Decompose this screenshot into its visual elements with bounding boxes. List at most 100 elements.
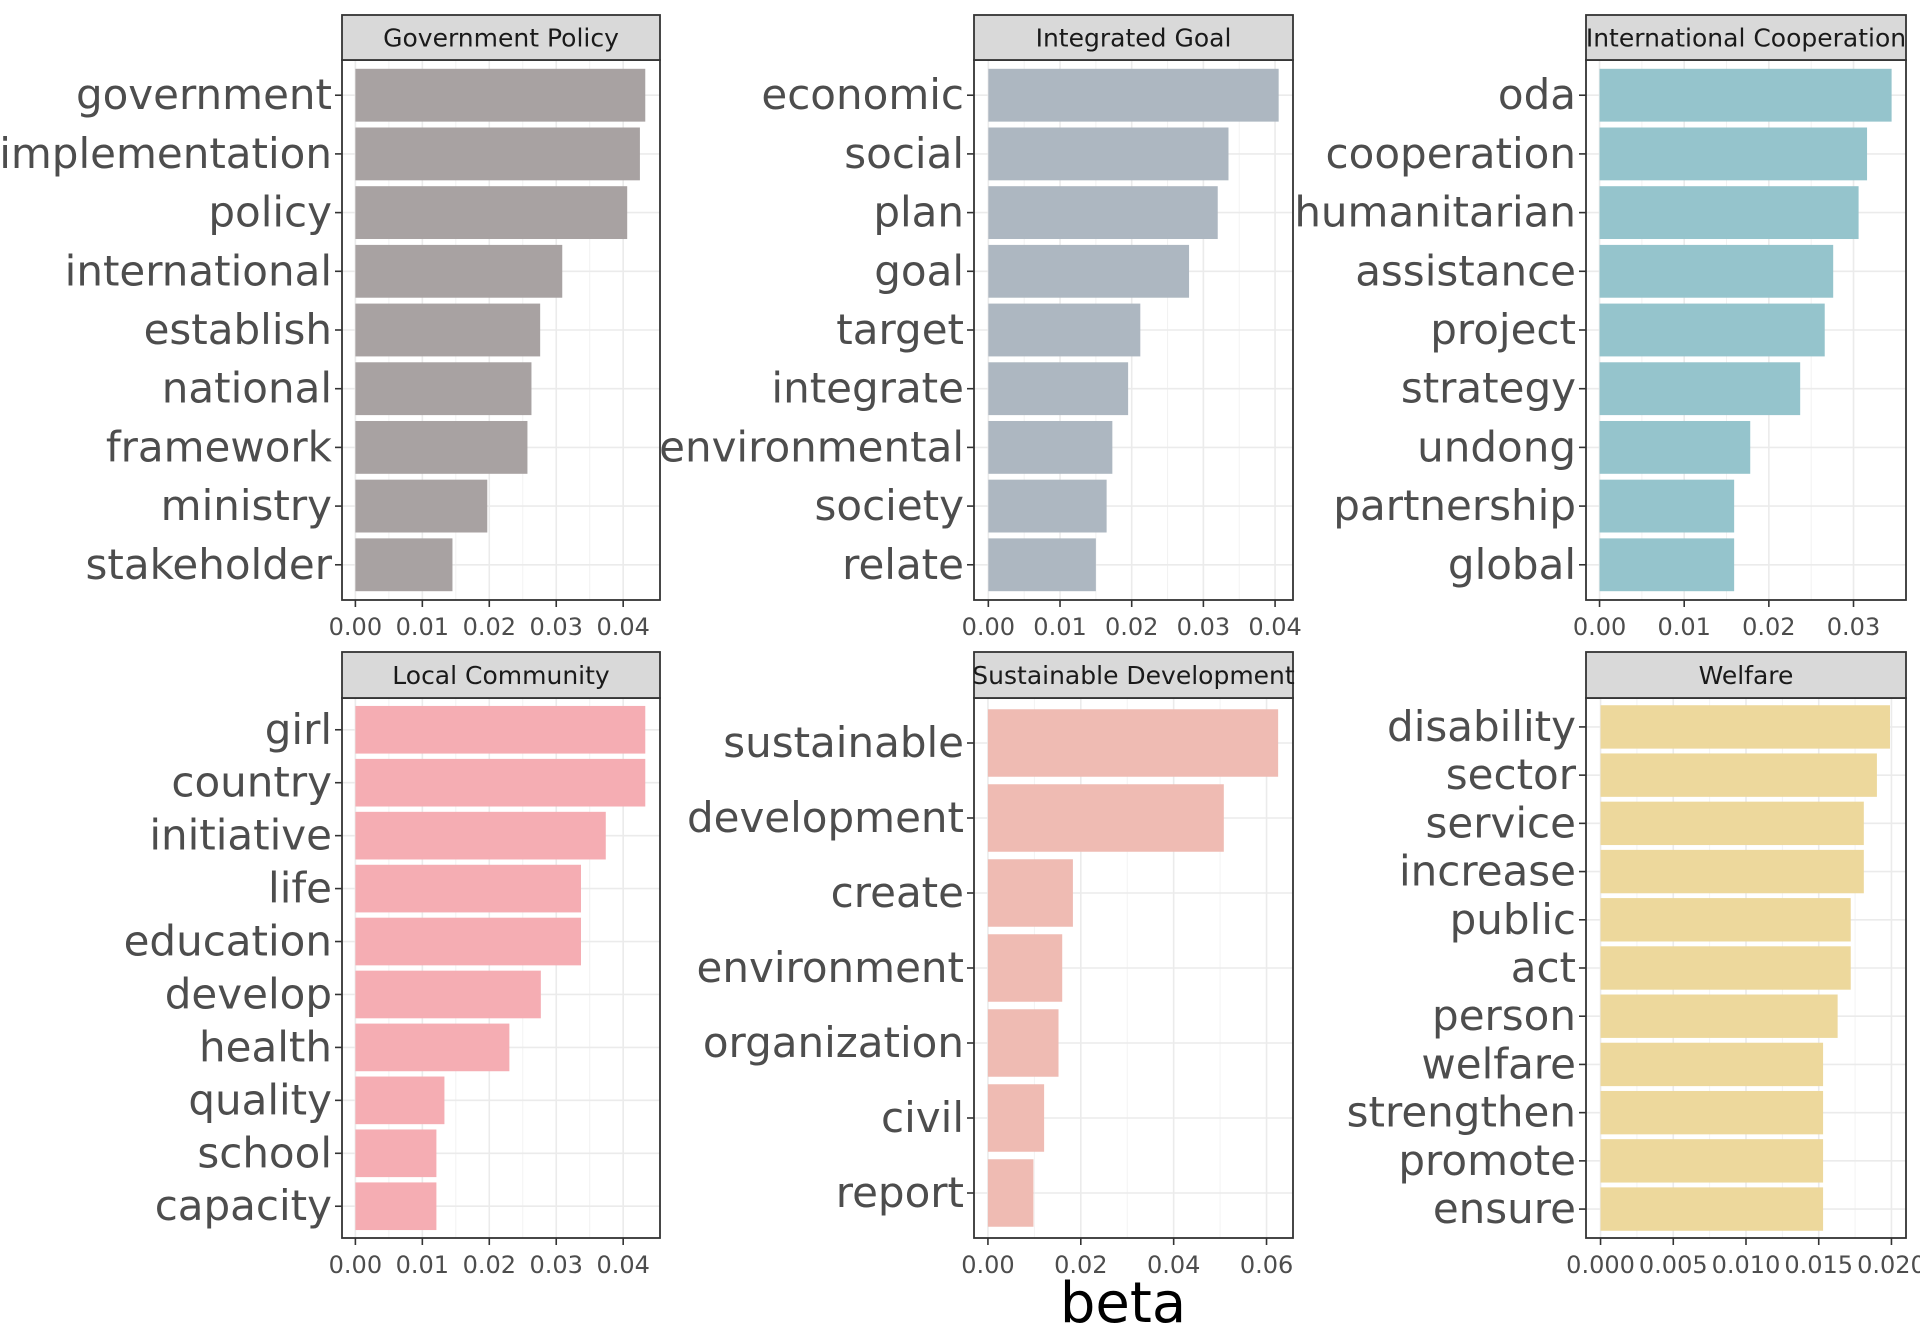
y-tick-label: partnership — [1333, 481, 1576, 530]
bar-target — [988, 303, 1141, 357]
bar-assistance — [1599, 244, 1834, 298]
y-tick-label: ministry — [161, 481, 332, 530]
bar-sustainable — [987, 709, 1279, 777]
bar-social — [988, 127, 1229, 181]
y-tick-label: cooperation — [1326, 129, 1576, 178]
x-tick-label: 0.00 — [961, 1251, 1014, 1279]
y-tick-label: assistance — [1355, 246, 1576, 295]
bar-welfare — [1600, 1042, 1824, 1087]
bar-environmental — [988, 420, 1113, 474]
y-tick-label: service — [1426, 798, 1576, 847]
bar-cooperation — [1599, 127, 1868, 181]
bar-create — [987, 859, 1073, 927]
y-tick-label: integrate — [771, 364, 964, 413]
bar-project — [1599, 303, 1825, 357]
bar-service — [1600, 801, 1864, 846]
bar-girl — [355, 705, 646, 754]
x-tick-label: 0.02 — [463, 1251, 516, 1279]
y-tick-label: promote — [1398, 1136, 1576, 1185]
facet-strip — [973, 651, 1294, 699]
bar-policy — [355, 186, 628, 240]
x-tick-label: 0.01 — [396, 613, 449, 641]
y-tick-label: sector — [1446, 750, 1577, 799]
x-tick-label: 0.02 — [463, 613, 516, 641]
bar-partnership — [1599, 479, 1735, 533]
x-tick-label: 0.01 — [1033, 613, 1086, 641]
bar-establish — [355, 303, 541, 357]
y-tick-label: strategy — [1401, 364, 1576, 413]
facet-strip — [341, 651, 661, 699]
x-tick-label: 0.01 — [396, 1251, 449, 1279]
bar-undong — [1599, 420, 1751, 474]
bar-ministry — [355, 479, 488, 533]
y-tick-label: oda — [1498, 70, 1576, 119]
x-tick-label: 0.020 — [1857, 1251, 1920, 1279]
y-tick-label: develop — [165, 969, 332, 1018]
bar-capacity — [355, 1182, 437, 1231]
y-tick-label: policy — [208, 188, 332, 237]
facet-title: Integrated Goal — [1036, 24, 1232, 53]
y-tick-label: goal — [874, 246, 964, 295]
bar-society — [988, 479, 1107, 533]
bar-international — [355, 244, 563, 298]
x-tick-label: 0.02 — [1742, 613, 1795, 641]
y-tick-label: civil — [881, 1093, 964, 1142]
y-tick-label: initiative — [149, 811, 332, 860]
y-tick-label: plan — [873, 188, 964, 237]
facet-strip — [1585, 14, 1907, 61]
x-tick-label: 0.04 — [596, 1251, 649, 1279]
bar-global — [1599, 538, 1735, 592]
bar-strategy — [1599, 362, 1801, 416]
bar-national — [355, 362, 532, 416]
y-tick-label: health — [199, 1022, 332, 1071]
y-tick-label: school — [197, 1128, 332, 1177]
x-tick-label: 0.00 — [329, 1251, 382, 1279]
y-tick-label: framework — [106, 422, 333, 471]
x-tick-label: 0.02 — [1105, 613, 1158, 641]
bar-plan — [988, 186, 1218, 240]
facet-local-community: Local Community girlcountryinitiativelife… — [124, 651, 661, 1279]
y-tick-label: stakeholder — [85, 540, 332, 589]
x-tick-label: 0.01 — [1657, 613, 1710, 641]
y-tick-label: relate — [842, 540, 964, 589]
bar-implementation — [355, 127, 640, 181]
bar-strengthen — [1600, 1090, 1824, 1135]
x-tick-label: 0.04 — [1248, 613, 1301, 641]
bar-integrate — [988, 362, 1129, 416]
x-tick-label: 0.005 — [1639, 1251, 1708, 1279]
bar-education — [355, 917, 582, 966]
bar-develop — [355, 970, 541, 1019]
facet-government-policy: Government Policy government implementatio… — [0, 14, 661, 641]
y-tick-label: international — [65, 246, 332, 295]
y-tick-label: report — [836, 1168, 964, 1217]
y-tick-label: humanitarian — [1294, 188, 1576, 237]
bar-relate — [988, 538, 1096, 592]
y-tick-label: welfare — [1421, 1039, 1576, 1088]
y-tick-label: society — [814, 481, 964, 530]
facet-international-cooperation: International Cooperation oda cooperation h… — [1294, 14, 1907, 641]
facet-strip — [973, 14, 1294, 61]
y-tick-label: national — [162, 364, 332, 413]
x-tick-label: 0.03 — [530, 613, 583, 641]
y-tick-label: act — [1511, 943, 1576, 992]
facet-strip — [1585, 651, 1907, 699]
bar-initiative — [355, 811, 606, 860]
y-tick-label: capacity — [155, 1181, 332, 1230]
bar-quality — [355, 1076, 445, 1125]
bar-report — [987, 1159, 1034, 1227]
bar-person — [1600, 994, 1838, 1038]
y-tick-label: implementation — [0, 129, 332, 178]
x-tick-label: 0.03 — [1177, 613, 1230, 641]
y-tick-label: girl — [265, 705, 332, 754]
bar-health — [355, 1023, 510, 1072]
bar-humanitarian — [1599, 186, 1859, 240]
x-tick-label: 0.04 — [1147, 1251, 1200, 1279]
y-tick-label: life — [268, 864, 332, 913]
bar-public — [1600, 898, 1851, 942]
bar-disability — [1600, 705, 1890, 749]
bar-school — [355, 1129, 437, 1178]
x-tick-label: 0.06 — [1240, 1251, 1293, 1279]
y-tick-label: increase — [1399, 847, 1576, 896]
x-tick-label: 0.000 — [1566, 1251, 1635, 1279]
